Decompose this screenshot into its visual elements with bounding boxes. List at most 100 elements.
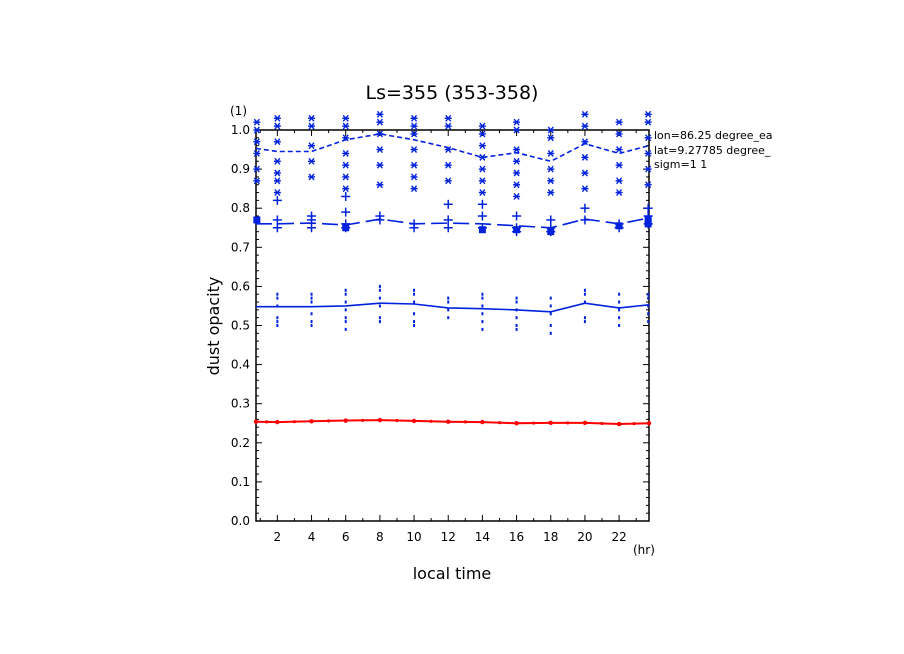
star-marker [478, 122, 486, 130]
star-marker [513, 181, 521, 189]
star-marker [410, 130, 418, 138]
dot-marker [549, 296, 552, 300]
star-marker [644, 134, 652, 142]
chart-title: Ls=355 (353-358) [366, 82, 539, 104]
plus-marker [643, 203, 653, 213]
star-stroke [616, 118, 623, 126]
star-marker [342, 114, 350, 122]
series-point [616, 421, 622, 427]
series-point [377, 417, 383, 423]
series-point [548, 420, 553, 426]
square-marker [615, 222, 623, 230]
series-point [395, 418, 399, 423]
star-marker [644, 181, 652, 189]
star-stroke [445, 146, 452, 153]
star-stroke [547, 189, 554, 197]
dot-marker [647, 320, 650, 324]
star-marker [615, 177, 623, 185]
dot-marker [583, 288, 586, 292]
star-marker [308, 142, 316, 150]
star-stroke [376, 146, 383, 153]
series-point [275, 419, 280, 425]
star-marker [644, 118, 652, 126]
star-stroke [411, 114, 418, 122]
dot-marker [549, 312, 552, 316]
series-point [463, 420, 467, 424]
star-stroke [274, 122, 281, 130]
plus-marker [307, 223, 317, 233]
plus-marker [307, 211, 317, 221]
dot-marker [310, 300, 313, 304]
star-stroke [253, 138, 260, 146]
dot-marker [481, 292, 484, 296]
series-line [255, 133, 650, 163]
dot-marker [276, 292, 279, 296]
dot-marker [344, 320, 347, 324]
star-marker [342, 150, 350, 157]
square-marker [644, 216, 652, 224]
y-tick-label: 0.9 [231, 162, 250, 176]
info-lon: lon=86.25 degree_ea [654, 129, 773, 142]
series-point [480, 419, 485, 425]
x-tick-label: 12 [441, 530, 456, 544]
star-stroke [513, 146, 520, 153]
star-stroke [376, 110, 383, 118]
series-point [292, 420, 297, 424]
star-marker [547, 126, 555, 134]
star-marker [410, 114, 418, 122]
dot-marker [378, 288, 381, 292]
y-tick-label: 0.1 [231, 475, 250, 489]
dot-marker [310, 320, 313, 324]
x-tick-label: 16 [509, 530, 524, 544]
star-stroke [445, 161, 452, 169]
plus-marker [546, 215, 556, 225]
square-marker [478, 226, 486, 234]
star-stroke [253, 177, 260, 185]
dot-marker [515, 316, 518, 320]
star-stroke [342, 161, 349, 169]
dot-marker [413, 288, 416, 292]
star-stroke [581, 169, 588, 177]
star-marker [410, 173, 418, 181]
x-tick-label: 10 [406, 530, 421, 544]
dot-marker [310, 296, 313, 300]
star-marker [478, 189, 486, 197]
dot-marker [618, 324, 621, 327]
star-stroke [547, 165, 554, 173]
star-stroke [645, 110, 652, 118]
info-sigm: sigm=1 1 [654, 158, 707, 171]
dot-marker [413, 292, 416, 296]
series-point [361, 418, 365, 422]
star-stroke [308, 122, 315, 130]
star-marker [410, 146, 418, 153]
star-marker [444, 177, 452, 185]
star-stroke [308, 157, 315, 165]
star-stroke [616, 189, 623, 197]
dot-marker [344, 292, 347, 296]
dot-marker [310, 324, 313, 327]
dot-marker [378, 320, 381, 324]
star-stroke [479, 189, 486, 197]
star-stroke [342, 122, 349, 130]
dot-marker [618, 292, 621, 296]
star-stroke [513, 126, 520, 134]
dot-marker [583, 292, 586, 296]
x-tick-label: 8 [376, 530, 384, 544]
plus-marker [477, 211, 487, 221]
plus-marker [443, 223, 453, 233]
star-stroke [253, 126, 260, 134]
dot-marker [447, 316, 450, 320]
star-marker [342, 161, 350, 169]
star-marker [273, 177, 281, 185]
star-stroke [411, 130, 418, 138]
series-point [343, 418, 348, 423]
star-marker [342, 185, 350, 193]
dot-marker [413, 320, 416, 324]
y-unit-label: (1) [230, 104, 247, 118]
dot-marker [276, 320, 279, 324]
series-point [566, 421, 570, 425]
dot-marker [378, 304, 381, 308]
star-marker [273, 114, 281, 122]
dot-marker [413, 312, 416, 316]
